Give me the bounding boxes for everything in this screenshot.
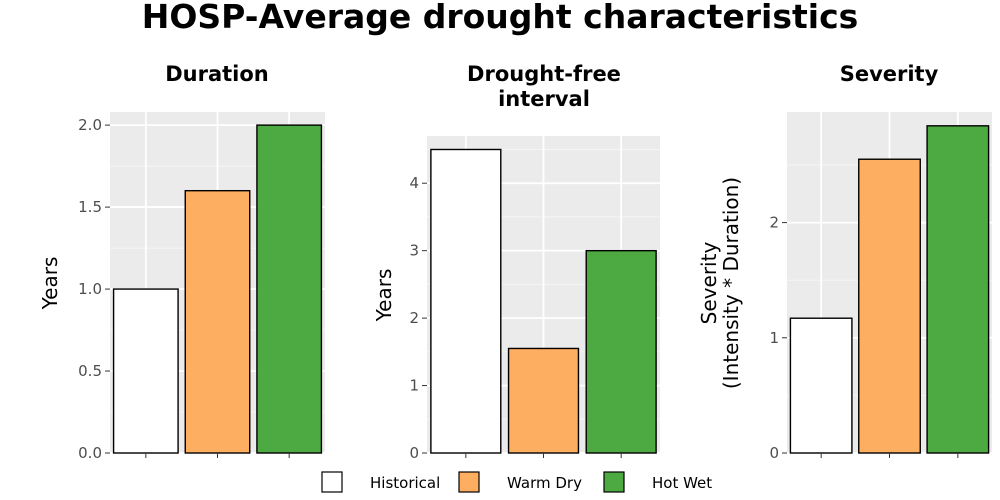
y-tick-label: 4 <box>409 174 419 192</box>
chart-title: HOSP-Average drought characteristics <box>142 0 859 36</box>
y-axis-label: Years <box>372 269 396 323</box>
y-tick-label: 2.0 <box>78 116 102 134</box>
y-tick-label: 2 <box>769 214 779 232</box>
legend-item-historical: Historical <box>321 471 440 493</box>
legend-label: Warm Dry <box>507 474 582 492</box>
panel-1: 0.0 0.5 1.0 1.5 2.0 Duration Years <box>38 62 325 462</box>
y-axis-label: (Intensity * Duration) <box>719 177 743 389</box>
y-tick-label: 1.5 <box>78 198 102 216</box>
panel-title: Drought-free <box>467 62 621 86</box>
y-tick-label: 0.5 <box>78 362 102 380</box>
legend-item-warm-dry: Warm Dry <box>458 471 582 493</box>
y-tick-label: 3 <box>409 242 419 260</box>
legend-label: Historical <box>370 474 440 492</box>
legend-swatch <box>458 471 480 493</box>
bar-historical <box>112 288 179 454</box>
chart-legend: Historical Warm Dry Hot Wet <box>321 471 712 493</box>
chart-panels: 0.0 0.5 1.0 1.5 2.0 Duration Years 0 1 2 3 4 Drought… <box>38 62 992 462</box>
y-axis-label: Severity <box>697 242 721 325</box>
bar-hot-wet <box>256 124 323 454</box>
y-tick-label: 2 <box>409 309 419 327</box>
panel-title: Duration <box>165 62 269 86</box>
panel-title: Severity <box>840 62 939 86</box>
y-tick-label: 0.0 <box>78 444 102 462</box>
y-tick-label: 0 <box>409 444 419 462</box>
bar-hot-wet <box>585 249 657 454</box>
bar-warm-dry <box>184 189 251 454</box>
bar-warm-dry <box>858 158 921 454</box>
y-axis-label: Years <box>38 257 62 311</box>
y-tick-label: 1 <box>409 377 419 395</box>
y-tick-label: 1 <box>769 329 779 347</box>
bar-hot-wet <box>926 125 990 454</box>
panel-title: interval <box>498 87 590 111</box>
legend-item-hot-wet: Hot Wet <box>603 471 712 493</box>
y-tick-label: 0 <box>769 444 779 462</box>
legend-swatch <box>321 471 343 493</box>
bar-historical <box>789 317 853 454</box>
bar-historical <box>430 148 502 454</box>
y-tick-label: 1.0 <box>78 280 102 298</box>
legend-label: Hot Wet <box>652 474 712 492</box>
bar-warm-dry <box>507 347 580 454</box>
legend-swatch <box>603 471 625 493</box>
